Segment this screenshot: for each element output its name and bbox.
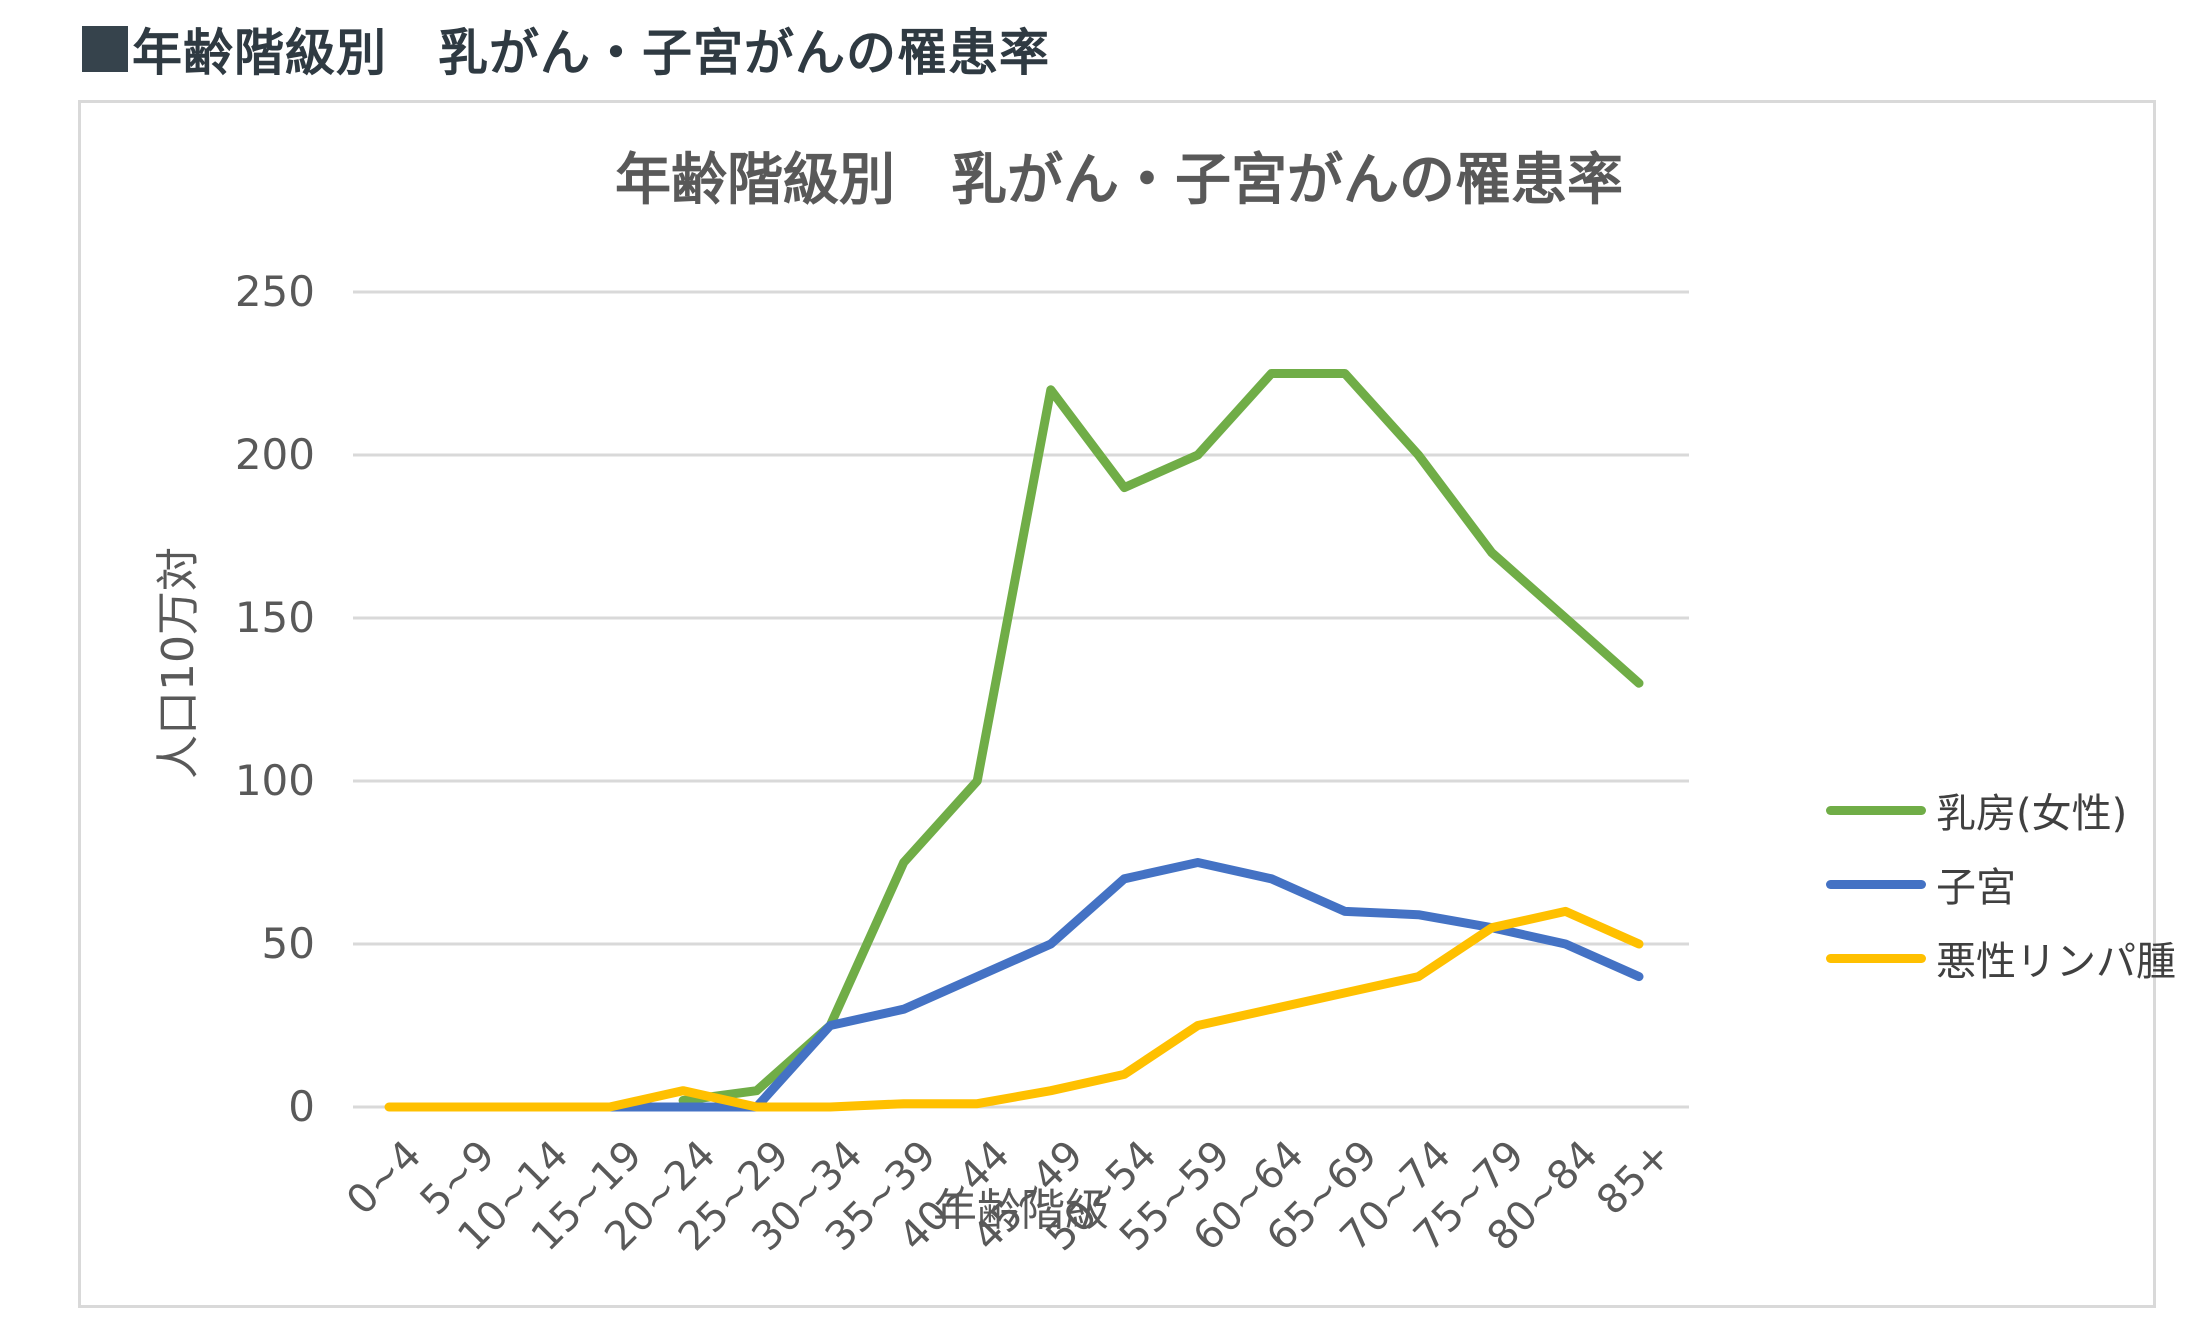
chart-legend: 乳房(女性) 子宮悪性リンパ腫 bbox=[1826, 773, 2176, 995]
legend-item-3: 悪性リンパ腫 bbox=[1826, 921, 2176, 995]
x-tick-label: 0~4 bbox=[338, 1132, 430, 1224]
legend-swatch bbox=[1826, 953, 1926, 963]
x-axis-title: 年齢階級 bbox=[933, 1185, 1109, 1236]
y-tick-label: 250 bbox=[235, 267, 315, 316]
y-tick-label: 150 bbox=[235, 593, 315, 642]
legend-swatch bbox=[1826, 805, 1926, 815]
chart-title: 年齢階級別 乳がん・子宮がんの罹患率 bbox=[615, 148, 1623, 213]
page-heading: 年齢階級別 乳がん・子宮がんの罹患率 bbox=[82, 14, 1050, 84]
legend-label: 悪性リンパ腫 bbox=[1936, 939, 2176, 985]
legend-item-1: 乳房(女性) bbox=[1826, 773, 2176, 847]
line-chart: 年齢階級別 乳がん・子宮がんの罹患率0501001502002500~45~91… bbox=[153, 148, 1689, 1260]
legend-label: 乳房(女性) bbox=[1936, 791, 2128, 837]
y-tick-label: 50 bbox=[262, 919, 315, 968]
series-line-1 bbox=[678, 369, 1644, 1105]
page-heading-text: 年齢階級別 乳がん・子宮がんの罹患率 bbox=[132, 24, 1050, 82]
y-tick-label: 100 bbox=[235, 756, 315, 805]
series-line-3 bbox=[384, 906, 1644, 1112]
y-tick-label: 200 bbox=[235, 430, 315, 479]
y-tick-label: 0 bbox=[288, 1082, 315, 1131]
y-axis-title: 人口10万対 bbox=[153, 547, 204, 779]
chart-container: 年齢階級別 乳がん・子宮がんの罹患率 0 50 100 150 200 250 0~4 5~9 1… bbox=[78, 100, 2176, 1308]
series-line-2 bbox=[605, 858, 1644, 1112]
legend-label: 子宮 bbox=[1936, 865, 2016, 911]
heading-square-icon bbox=[82, 26, 128, 72]
x-tick-label: 85+ bbox=[1588, 1132, 1680, 1224]
legend-swatch bbox=[1826, 879, 1926, 889]
legend-item-2: 子宮 bbox=[1826, 847, 2176, 921]
